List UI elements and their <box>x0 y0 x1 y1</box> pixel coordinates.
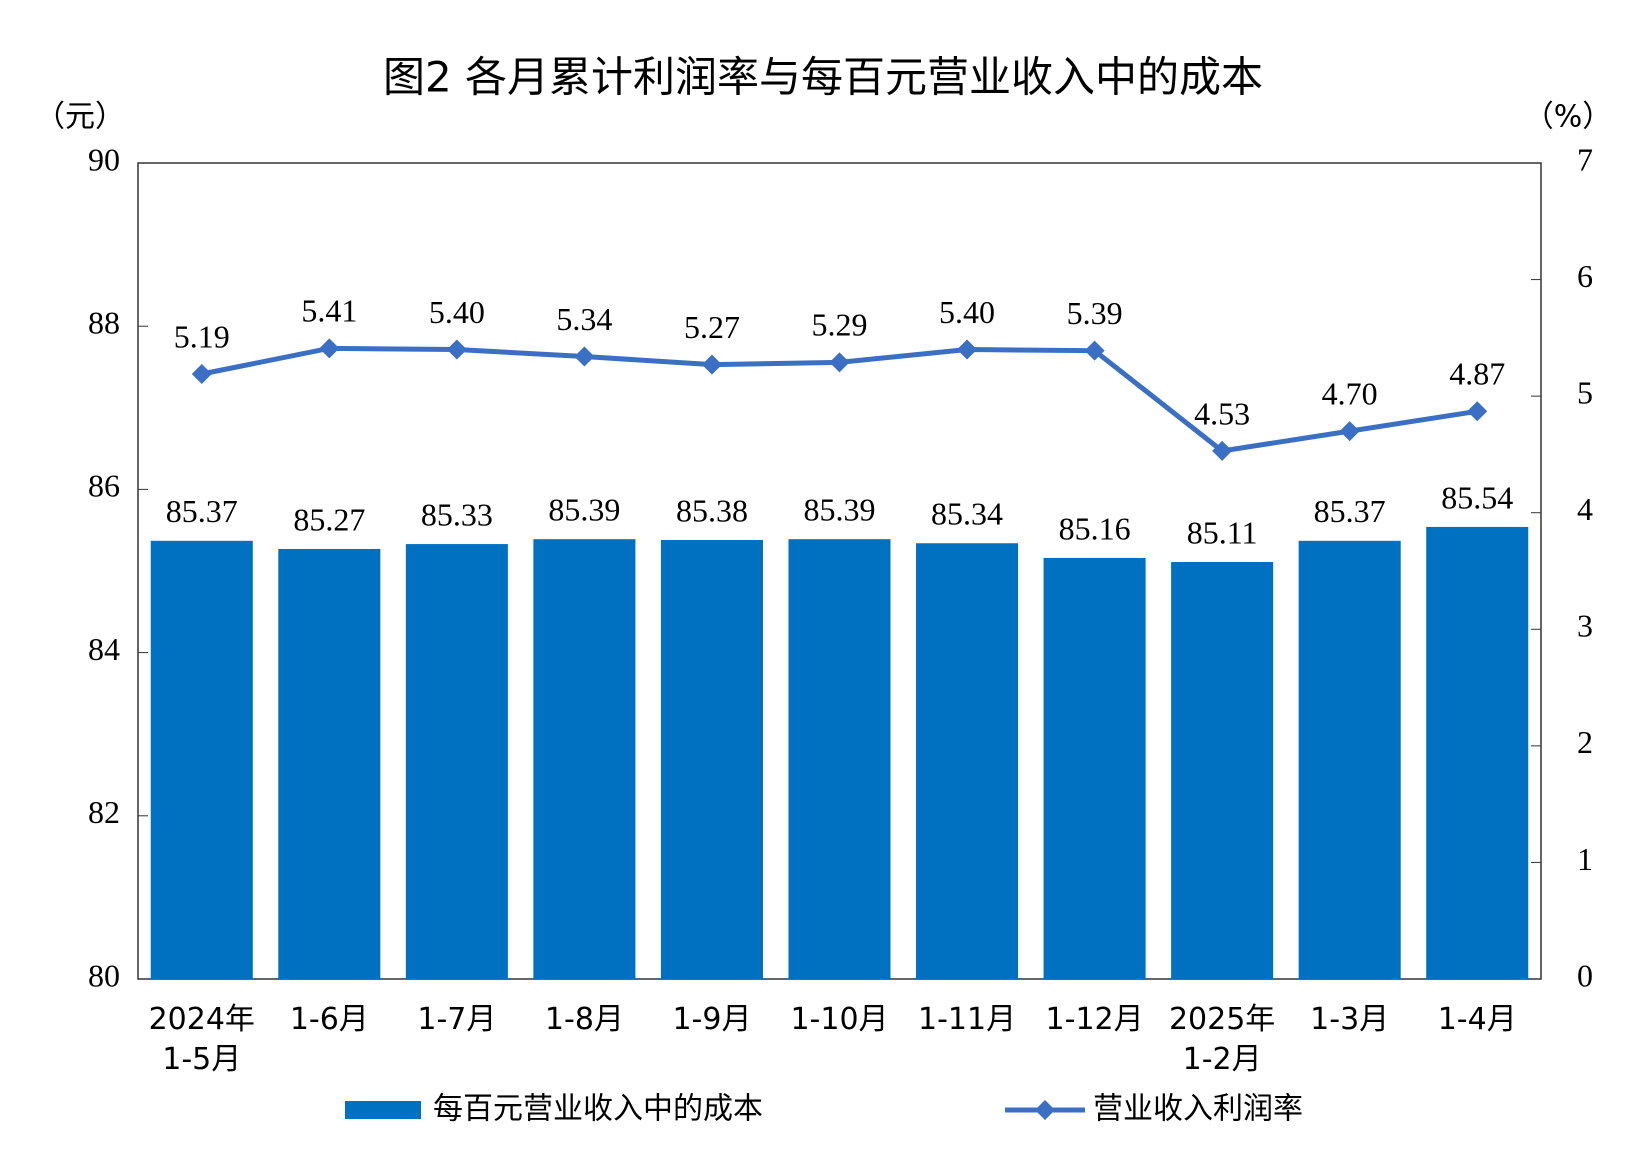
line-marker <box>829 352 850 373</box>
bar-value-label: 85.27 <box>293 501 365 537</box>
line-value-label: 5.40 <box>429 294 485 330</box>
line-marker <box>1084 340 1105 361</box>
x-tick-label: 1-4月 <box>1438 1002 1517 1037</box>
y-tick-label: 82 <box>88 794 120 830</box>
bar-value-label: 85.34 <box>931 496 1003 532</box>
x-tick-label: 1-7月 <box>417 1002 496 1037</box>
bar-value-label: 85.39 <box>804 492 876 528</box>
line-value-label: 4.87 <box>1449 356 1505 392</box>
line-marker <box>574 346 595 367</box>
line-marker <box>701 354 722 375</box>
line-marker <box>191 363 212 384</box>
bar-value-label: 85.37 <box>1314 493 1386 529</box>
bar-value-label: 85.11 <box>1187 514 1258 550</box>
y-tick-label: 90 <box>88 141 120 177</box>
bar-value-label: 85.33 <box>421 496 493 532</box>
y-tick-label: 84 <box>88 631 120 667</box>
x-tick-label: 1-3月 <box>1310 1002 1389 1037</box>
line-value-label: 5.39 <box>1067 295 1123 331</box>
bar <box>150 540 253 979</box>
x-tick-label: 1-10月 <box>790 1002 888 1037</box>
line-value-label: 5.27 <box>684 309 740 345</box>
bar <box>278 548 381 979</box>
bar-value-label: 85.37 <box>166 493 238 529</box>
line-value-label: 5.29 <box>812 307 868 343</box>
y2-tick-label: 4 <box>1577 491 1593 527</box>
y2-tick-label: 7 <box>1577 141 1593 177</box>
line-marker <box>957 339 978 360</box>
line-marker <box>319 338 340 359</box>
line-value-label: 5.19 <box>174 318 230 354</box>
y2-tick-label: 3 <box>1577 608 1593 644</box>
x-tick-label: 1-12月 <box>1046 1002 1144 1037</box>
bar-value-label: 85.54 <box>1441 479 1513 515</box>
bar <box>1426 526 1529 979</box>
legend-swatch <box>345 1101 421 1119</box>
line-marker <box>1467 401 1488 422</box>
chart-title: 图2 各月累计利润率与每百元营业收入中的成本 <box>383 53 1263 102</box>
y2-tick-label: 1 <box>1577 841 1593 877</box>
bar <box>1298 540 1401 979</box>
line-value-label: 5.34 <box>556 301 612 337</box>
bar <box>788 539 891 979</box>
legend-swatch <box>1035 1100 1055 1120</box>
y-tick-label: 88 <box>88 305 120 341</box>
bar <box>533 539 636 979</box>
line-marker <box>1339 421 1360 442</box>
line-value-label: 4.53 <box>1194 395 1250 431</box>
line-value-label: 4.70 <box>1322 375 1378 411</box>
bar <box>916 543 1019 979</box>
bar <box>1043 557 1146 979</box>
x-tick-label: 1-8月 <box>545 1002 624 1037</box>
y2-axis-label: （%） <box>1524 100 1613 135</box>
x-tick-label: 1-11月 <box>918 1002 1016 1037</box>
bar-value-label: 85.16 <box>1059 510 1131 546</box>
line-value-label: 5.40 <box>939 294 995 330</box>
y-tick-label: 80 <box>88 957 120 993</box>
legend-label: 营业收入利润率 <box>1093 1092 1303 1127</box>
x-tick-label: 1-9月 <box>672 1002 751 1037</box>
x-tick-label: 2024年 1-5月 <box>149 1002 255 1077</box>
bar-value-label: 85.38 <box>676 492 748 528</box>
bar <box>405 544 508 979</box>
line-marker <box>1212 440 1233 461</box>
y-axis-label: （元） <box>35 100 125 135</box>
y2-tick-label: 5 <box>1577 374 1593 410</box>
y2-tick-label: 6 <box>1577 258 1593 294</box>
x-tick-label: 2025年 1-2月 <box>1169 1002 1275 1077</box>
legend-label: 每百元营业收入中的成本 <box>433 1092 763 1127</box>
y2-tick-label: 0 <box>1577 957 1593 993</box>
bar-value-label: 85.39 <box>548 492 620 528</box>
bar <box>1171 562 1274 979</box>
y2-tick-label: 2 <box>1577 724 1593 760</box>
x-tick-label: 1-6月 <box>290 1002 369 1037</box>
line-value-label: 5.41 <box>301 293 357 329</box>
line-marker <box>446 339 467 360</box>
bar <box>660 539 763 979</box>
y-tick-label: 86 <box>88 468 120 504</box>
